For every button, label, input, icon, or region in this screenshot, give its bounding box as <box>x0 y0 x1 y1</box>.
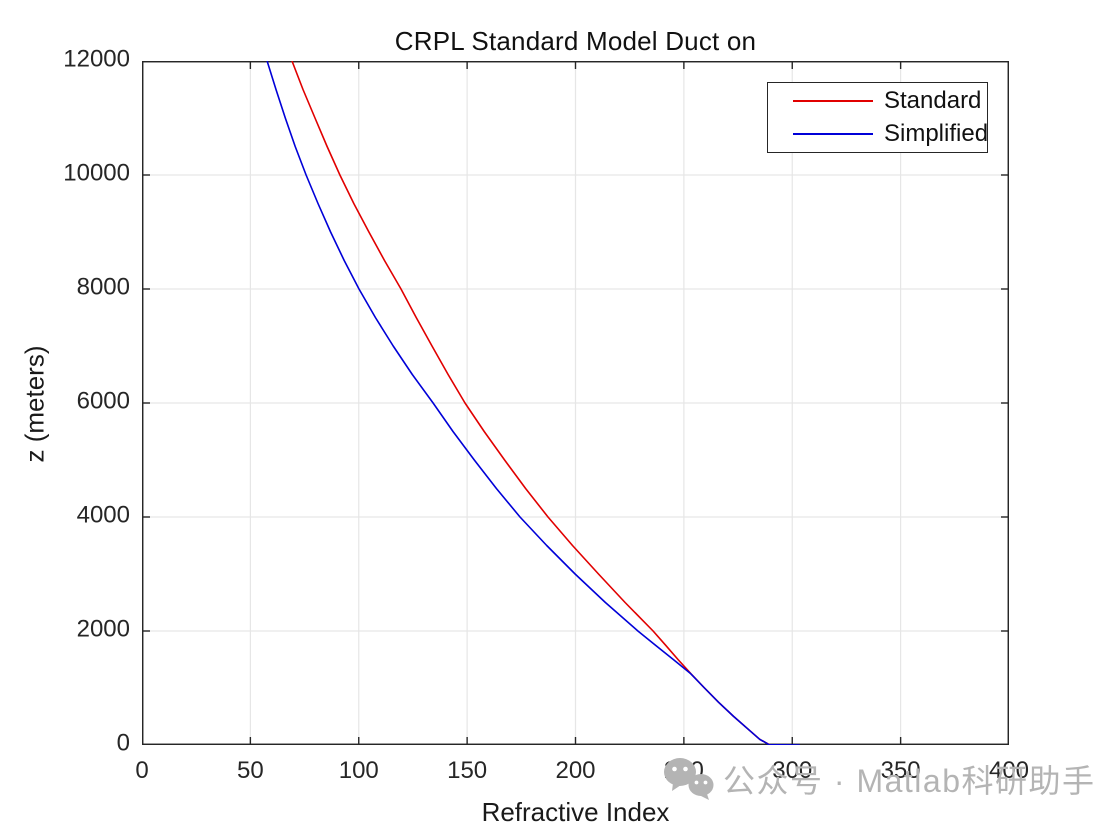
legend-item-standard: Standard <box>768 85 987 117</box>
y-tick-label: 2000 <box>76 615 130 643</box>
y-tick-label: 4000 <box>76 501 130 529</box>
x-tick-label: 50 <box>237 757 264 784</box>
chart-title: CRPL Standard Model Duct on <box>394 26 757 56</box>
series-line-simplified <box>266 61 800 745</box>
x-tick-label: 400 <box>988 757 1030 784</box>
x-tick-label: 250 <box>663 757 704 784</box>
legend-box: Standard Simplified <box>767 82 988 153</box>
y-tick-label: 10000 <box>63 159 130 187</box>
legend-item-simplified: Simplified <box>768 118 989 150</box>
x-tick-label: 300 <box>772 757 813 784</box>
plot-canvas <box>142 61 1009 745</box>
y-tick-label: 12000 <box>63 45 130 73</box>
x-tick-label: 0 <box>135 757 149 784</box>
legend-label: Standard <box>884 86 982 114</box>
y-tick-label: 0 <box>116 729 130 757</box>
x-axis-label: Refractive Index <box>481 797 670 827</box>
plot-area: Standard Simplified <box>142 61 1009 745</box>
x-tick-label: 150 <box>447 757 488 784</box>
watermark: 公众号 · Matlab科研助手 <box>663 756 1096 802</box>
standard-line-swatch <box>793 99 873 102</box>
x-tick-label: 350 <box>880 757 921 784</box>
y-tick-label: 8000 <box>76 273 130 301</box>
legend-label: Simplified <box>884 120 989 148</box>
x-tick-label: 100 <box>338 757 379 784</box>
simplified-line-swatch <box>793 133 873 136</box>
x-tick-label: 200 <box>555 757 596 784</box>
y-tick-label: 6000 <box>76 387 130 415</box>
